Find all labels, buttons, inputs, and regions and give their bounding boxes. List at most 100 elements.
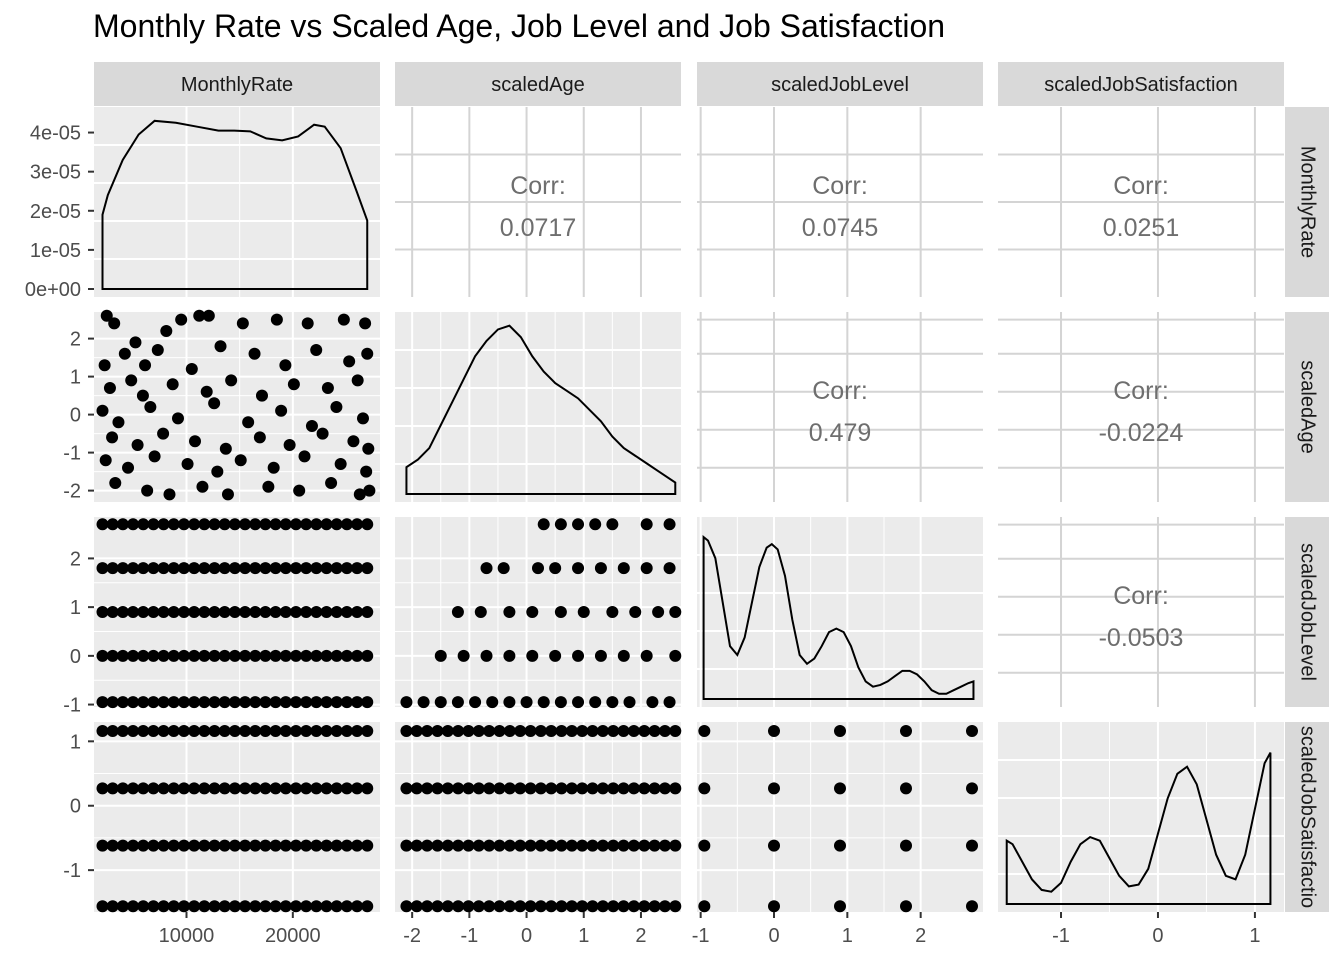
data-point <box>249 649 262 662</box>
data-point <box>147 562 160 575</box>
data-point <box>834 839 846 852</box>
data-point <box>576 900 589 913</box>
data-point <box>340 606 353 618</box>
data-point <box>300 839 313 852</box>
data-point <box>228 839 241 852</box>
data-point <box>239 649 252 662</box>
data-point <box>167 649 180 662</box>
data-point <box>627 900 640 913</box>
panel-scaledJobLevel-scaledJobSatisfaction: Corr: -0.0503 <box>998 517 1284 707</box>
data-point <box>177 900 190 913</box>
data-point <box>638 782 651 795</box>
data-point <box>269 725 282 738</box>
x-tick-label: 10000 <box>159 925 215 947</box>
data-point <box>607 900 620 913</box>
data-point <box>208 839 221 852</box>
data-point <box>421 725 434 738</box>
data-point <box>166 378 179 391</box>
data-point <box>208 606 221 618</box>
data-point <box>334 458 347 470</box>
data-point <box>658 900 671 913</box>
data-point <box>289 782 302 795</box>
data-point <box>147 649 160 662</box>
data-point <box>663 518 676 531</box>
data-point <box>617 900 630 913</box>
data-point <box>658 839 671 852</box>
data-point <box>497 562 510 575</box>
data-point <box>353 488 366 501</box>
data-point <box>900 725 912 738</box>
data-point <box>279 649 292 662</box>
data-point <box>177 606 190 618</box>
data-point <box>289 606 302 618</box>
data-point <box>607 725 620 738</box>
data-point <box>483 839 496 852</box>
density-curve <box>101 119 369 290</box>
data-point <box>607 782 620 795</box>
data-point <box>452 725 465 738</box>
panel-scaledJobLevel-scaledJobLevel <box>697 517 983 707</box>
data-point <box>452 900 465 913</box>
data-point <box>565 782 578 795</box>
panel-scaledAge-scaledJobSatisfaction: Corr: -0.0224 <box>998 312 1284 502</box>
column-strip <box>395 62 681 106</box>
data-point <box>596 839 609 852</box>
data-point <box>289 696 302 709</box>
data-point <box>181 458 194 470</box>
data-point <box>596 782 609 795</box>
data-point <box>269 839 282 852</box>
data-point <box>116 839 129 852</box>
x-tick-label: -1 <box>460 925 478 947</box>
data-point <box>360 465 373 478</box>
data-point <box>400 839 413 852</box>
x-tick-label: 1 <box>842 925 853 947</box>
data-point <box>337 313 350 326</box>
corr-label: Corr: <box>1113 582 1169 610</box>
data-point <box>351 562 364 575</box>
data-point <box>249 518 262 531</box>
data-point <box>320 562 333 575</box>
row-strip <box>1285 722 1329 912</box>
data-point <box>648 725 661 738</box>
data-point <box>361 900 374 913</box>
data-point <box>545 900 558 913</box>
data-point <box>279 900 292 913</box>
data-point <box>330 839 343 852</box>
data-point <box>157 649 170 662</box>
data-point <box>549 562 562 575</box>
data-point <box>198 606 211 618</box>
data-point <box>100 309 113 322</box>
data-point <box>606 606 619 618</box>
data-point <box>106 431 119 444</box>
data-point <box>330 782 343 795</box>
data-point <box>462 725 475 738</box>
data-point <box>640 562 653 575</box>
data-point <box>627 839 640 852</box>
data-point <box>537 518 550 531</box>
column-strip-label: MonthlyRate <box>181 74 293 96</box>
data-point <box>279 696 292 709</box>
panel-scaledJobSatisfaction-scaledAge <box>395 722 682 913</box>
data-point <box>116 725 129 738</box>
data-point <box>177 725 190 738</box>
data-point <box>486 696 499 709</box>
x-tick-label: -1 <box>1052 925 1070 947</box>
data-point <box>526 606 539 618</box>
y-tick-label: 0 <box>70 796 81 818</box>
data-point <box>617 839 630 852</box>
data-point <box>218 606 231 618</box>
panel-background <box>94 722 380 912</box>
data-point <box>259 900 272 913</box>
data-point <box>249 900 262 913</box>
data-point <box>532 562 544 575</box>
data-point <box>361 696 374 709</box>
data-point <box>421 900 434 913</box>
data-point <box>434 649 447 662</box>
data-point <box>255 389 268 402</box>
data-point <box>638 725 651 738</box>
data-point <box>565 839 578 852</box>
data-point <box>116 782 129 795</box>
data-point <box>157 696 170 709</box>
data-point <box>289 839 302 852</box>
data-point <box>198 562 211 575</box>
